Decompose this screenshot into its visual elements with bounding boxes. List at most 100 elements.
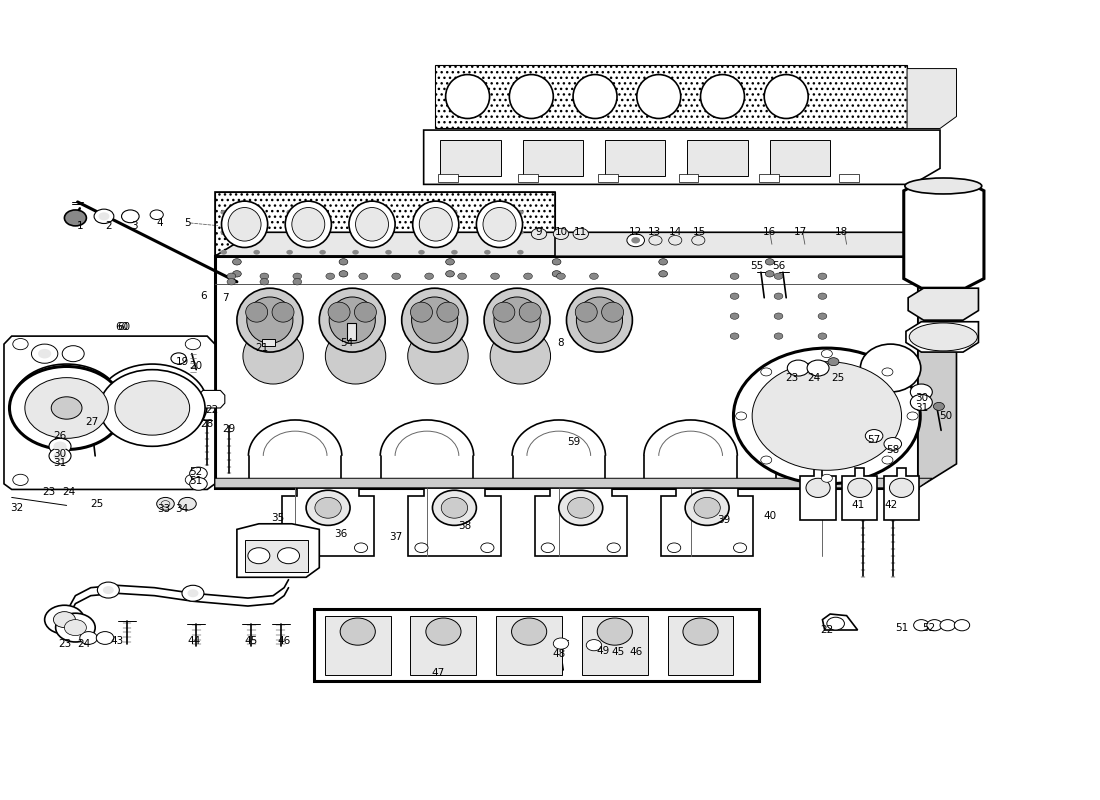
- Circle shape: [286, 230, 293, 234]
- Circle shape: [481, 543, 494, 553]
- Text: 54: 54: [340, 338, 353, 347]
- Circle shape: [415, 543, 428, 553]
- Circle shape: [607, 543, 620, 553]
- Ellipse shape: [685, 490, 729, 526]
- Text: 22: 22: [821, 625, 834, 635]
- Circle shape: [220, 210, 227, 214]
- Text: 10: 10: [554, 227, 568, 238]
- Ellipse shape: [319, 288, 385, 352]
- Circle shape: [178, 498, 196, 510]
- Polygon shape: [906, 322, 979, 352]
- Circle shape: [150, 210, 163, 219]
- Circle shape: [590, 273, 598, 279]
- Text: 18: 18: [835, 227, 848, 238]
- Polygon shape: [904, 181, 984, 288]
- Text: 1: 1: [77, 221, 84, 231]
- Circle shape: [392, 273, 400, 279]
- Ellipse shape: [245, 302, 267, 322]
- Circle shape: [761, 368, 772, 376]
- Ellipse shape: [426, 618, 461, 645]
- Polygon shape: [908, 69, 957, 129]
- Circle shape: [189, 478, 207, 490]
- Circle shape: [818, 293, 827, 299]
- Circle shape: [54, 451, 67, 461]
- Text: 36: 36: [334, 529, 348, 539]
- Bar: [598, 174, 618, 182]
- Circle shape: [98, 364, 207, 444]
- Ellipse shape: [328, 302, 350, 322]
- Text: 4: 4: [156, 218, 163, 228]
- Text: 23: 23: [43, 487, 56, 497]
- Circle shape: [659, 258, 668, 265]
- Circle shape: [13, 338, 29, 350]
- Circle shape: [185, 474, 200, 486]
- Ellipse shape: [890, 478, 914, 498]
- Text: 42: 42: [884, 501, 898, 510]
- Circle shape: [911, 384, 933, 400]
- Circle shape: [260, 273, 268, 279]
- Text: 23: 23: [785, 373, 799, 382]
- Circle shape: [227, 273, 235, 279]
- Circle shape: [692, 235, 705, 245]
- Circle shape: [65, 210, 87, 226]
- Ellipse shape: [576, 297, 623, 343]
- Circle shape: [553, 228, 569, 239]
- Circle shape: [65, 620, 87, 635]
- Circle shape: [354, 543, 367, 553]
- Circle shape: [822, 350, 833, 358]
- Circle shape: [319, 250, 326, 254]
- Ellipse shape: [285, 201, 331, 247]
- Circle shape: [766, 258, 774, 265]
- Ellipse shape: [441, 498, 468, 518]
- Text: 48: 48: [552, 649, 565, 659]
- Text: 28: 28: [200, 419, 213, 429]
- Text: 44: 44: [187, 636, 200, 646]
- Polygon shape: [214, 478, 933, 488]
- Text: 32: 32: [11, 503, 24, 513]
- Circle shape: [385, 250, 392, 254]
- Circle shape: [13, 474, 29, 486]
- Ellipse shape: [637, 74, 681, 118]
- Text: 31: 31: [54, 458, 67, 468]
- Polygon shape: [214, 256, 918, 488]
- Text: 17: 17: [794, 227, 807, 238]
- Ellipse shape: [494, 297, 540, 343]
- Circle shape: [517, 250, 524, 254]
- Circle shape: [293, 273, 301, 279]
- Circle shape: [248, 548, 270, 564]
- Ellipse shape: [246, 297, 293, 343]
- Circle shape: [352, 250, 359, 254]
- Circle shape: [955, 620, 970, 630]
- Circle shape: [54, 612, 76, 628]
- Circle shape: [232, 270, 241, 277]
- Text: 2: 2: [104, 221, 112, 231]
- Circle shape: [669, 235, 682, 245]
- Bar: [770, 141, 830, 176]
- Bar: [438, 174, 458, 182]
- Circle shape: [385, 210, 392, 214]
- Ellipse shape: [509, 74, 553, 118]
- Ellipse shape: [905, 178, 982, 194]
- Ellipse shape: [701, 74, 745, 118]
- Ellipse shape: [349, 201, 395, 247]
- Ellipse shape: [432, 490, 476, 526]
- Text: 52: 52: [923, 622, 936, 633]
- Polygon shape: [236, 524, 319, 578]
- Circle shape: [182, 586, 204, 602]
- Circle shape: [185, 406, 200, 418]
- Polygon shape: [4, 336, 214, 490]
- Ellipse shape: [848, 478, 872, 498]
- Polygon shape: [843, 468, 878, 520]
- Text: 25: 25: [90, 499, 104, 509]
- Circle shape: [32, 344, 58, 363]
- Circle shape: [552, 270, 561, 277]
- Text: 20: 20: [189, 361, 202, 370]
- Text: 40: 40: [763, 510, 777, 521]
- Circle shape: [52, 397, 82, 419]
- Circle shape: [736, 412, 747, 420]
- Circle shape: [484, 230, 491, 234]
- Text: 45: 45: [244, 636, 257, 646]
- Circle shape: [627, 234, 645, 246]
- Circle shape: [100, 370, 205, 446]
- Circle shape: [730, 293, 739, 299]
